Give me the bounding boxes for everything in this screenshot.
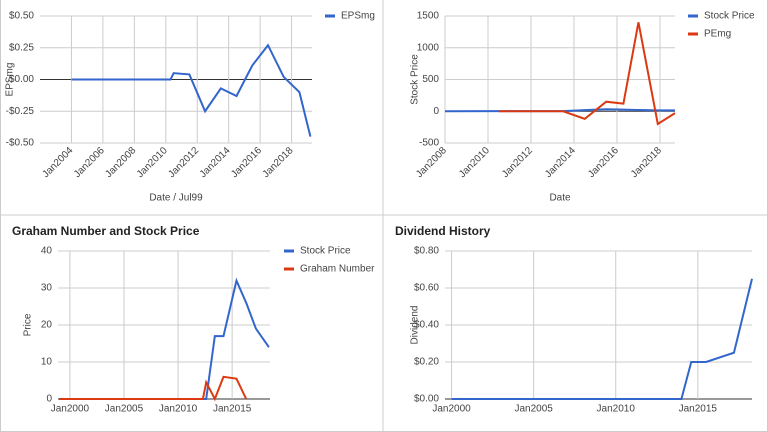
y-axis-label: EPSmg: [5, 63, 16, 97]
x-tick-label: Jan2010: [457, 145, 492, 180]
series-line: [59, 375, 248, 402]
series-line: [451, 278, 753, 400]
series-line: [498, 22, 676, 126]
y-tick-label: $0.00: [9, 74, 34, 85]
y-tick-label: 1500: [417, 11, 440, 22]
legend-label: Stock Price: [300, 246, 351, 257]
chart-title: Dividend History: [395, 224, 491, 238]
x-tick-label: Jan2014: [198, 145, 233, 180]
x-tick-label: Jan2012: [500, 145, 535, 180]
x-tick-label: Jan2008: [414, 145, 449, 180]
y-tick-label: $0.20: [414, 357, 439, 368]
legend-label: EPSmg: [341, 11, 375, 22]
x-tick-label: Jan2004: [41, 145, 76, 180]
y-tick-label: $0.80: [414, 246, 439, 257]
y-tick-label: 1000: [417, 42, 440, 53]
y-tick-label: 0: [46, 394, 52, 405]
x-tick-label: Jan2018: [629, 145, 664, 180]
x-tick-label: Jan2018: [261, 145, 296, 180]
y-tick-label: 0: [433, 106, 439, 117]
x-tick-label: Jan2016: [229, 145, 264, 180]
x-tick-label: Jan2000: [432, 404, 471, 415]
y-tick-label: $0.25: [9, 42, 34, 53]
x-tick-label: Jan2006: [72, 145, 107, 180]
y-axis-label: Price: [23, 313, 34, 336]
y-axis-label: Dividend: [410, 306, 421, 345]
legend-label: Stock Price: [704, 11, 755, 22]
y-tick-label: -500: [419, 138, 439, 149]
y-tick-label: $0.50: [9, 11, 34, 22]
x-tick-label: Jan2008: [103, 145, 138, 180]
x-tick-label: Jan2000: [51, 404, 90, 415]
x-axis-label: Date: [549, 193, 571, 204]
y-tick-label: $0.40: [414, 320, 439, 331]
y-tick-label: 500: [422, 74, 439, 85]
y-tick-label: 40: [41, 246, 53, 257]
series-line: [71, 43, 312, 137]
x-tick-label: Jan2010: [159, 404, 198, 415]
y-tick-label: 30: [41, 283, 53, 294]
y-tick-label: 10: [41, 357, 53, 368]
y-tick-label: $0.60: [414, 283, 439, 294]
y-tick-label: -$0.25: [6, 106, 35, 117]
y-tick-label: $0.00: [414, 394, 439, 405]
legend-label: Graham Number: [300, 264, 375, 275]
x-tick-label: Jan2005: [105, 404, 144, 415]
x-tick-label: Jan2014: [543, 145, 578, 180]
y-tick-label: -$0.50: [6, 138, 35, 149]
x-tick-label: Jan2005: [514, 404, 553, 415]
x-tick-label: Jan2016: [586, 145, 621, 180]
x-tick-label: Jan2010: [135, 145, 170, 180]
chart-title: Graham Number and Stock Price: [12, 224, 200, 238]
legend-label: PEmg: [704, 29, 731, 40]
x-tick-label: Jan2015: [679, 404, 718, 415]
x-axis-label: Date / Jul99: [149, 193, 203, 204]
x-tick-label: Jan2010: [597, 404, 636, 415]
x-tick-label: Jan2015: [213, 404, 252, 415]
x-tick-label: Jan2012: [166, 145, 201, 180]
series-line: [59, 277, 270, 400]
y-tick-label: 20: [41, 320, 53, 331]
y-axis-label: Stock Price: [410, 54, 421, 105]
